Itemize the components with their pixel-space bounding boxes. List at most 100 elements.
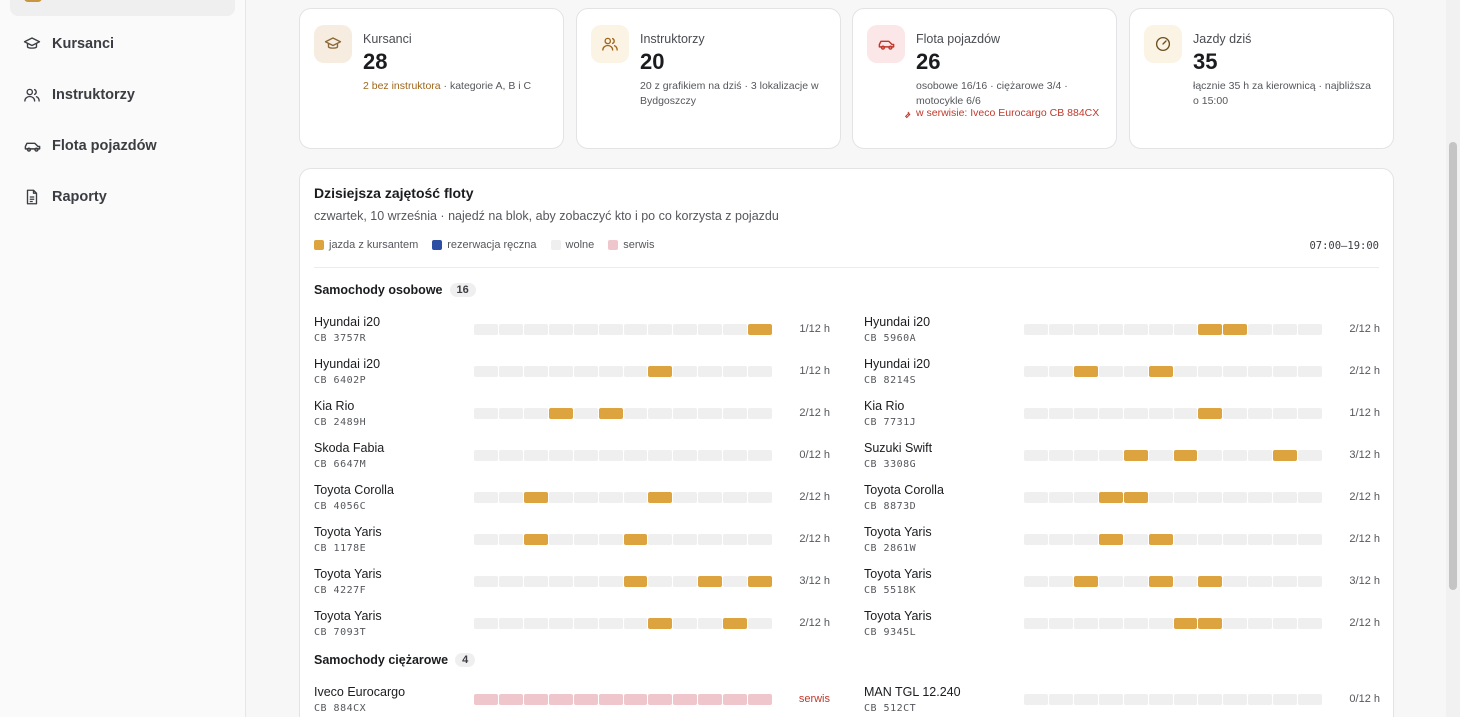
- vehicle-row[interactable]: Hyundai i20 CB 6402P 1/12 h: [314, 357, 834, 393]
- service-warning-text: w serwisie: Iveco Eurocargo CB 884CX: [916, 107, 1100, 119]
- scrollbar-thumb[interactable]: [1449, 142, 1457, 590]
- timeline-slot-lesson[interactable]: [648, 492, 673, 503]
- stat-card-instruktorzy[interactable]: Instruktorzy 20 20 z grafikiem na dziś ·…: [576, 8, 841, 149]
- sidebar-item-flota[interactable]: Flota pojazdów: [10, 127, 235, 165]
- timeline-slot-lesson[interactable]: [1198, 576, 1223, 587]
- timeline-slot-lesson[interactable]: [748, 324, 773, 335]
- timeline-slot-lesson[interactable]: [1273, 450, 1298, 461]
- timeline-slot-free: [1123, 534, 1148, 545]
- timeline-slot-free: [1248, 576, 1273, 587]
- timeline-slot-lesson[interactable]: [1148, 366, 1173, 377]
- timeline-slot-lesson[interactable]: [723, 618, 748, 629]
- timeline-slot-free: [523, 324, 548, 335]
- users-icon: [22, 85, 42, 105]
- stat-card-kursanci[interactable]: Kursanci 28 2 bez instruktora · kategori…: [299, 8, 564, 149]
- occupancy-timeline: [474, 324, 773, 335]
- sidebar-item-label: Kursanci: [52, 36, 115, 52]
- timeline-slot-free: [1048, 576, 1073, 587]
- timeline-slot-free: [1198, 450, 1223, 461]
- vehicle-row[interactable]: Toyota Yaris CB 4227F 3/12 h: [314, 567, 834, 603]
- vehicle-name: MAN TGL 12.240: [864, 685, 961, 699]
- vehicle-row[interactable]: Hyundai i20 CB 3757R 1/12 h: [314, 315, 834, 351]
- vehicle-plate: CB 6647M: [314, 459, 367, 470]
- scrollbar[interactable]: [1446, 0, 1460, 717]
- vehicle-row[interactable]: Toyota Corolla CB 8873D 2/12 h: [864, 483, 1384, 519]
- timeline-slot-free: [1248, 324, 1273, 335]
- vehicle-plate: CB 2489H: [314, 417, 367, 428]
- timeline-slot-lesson[interactable]: [1098, 534, 1123, 545]
- timeline-slot-lesson[interactable]: [1198, 324, 1223, 335]
- timeline-slot-lesson[interactable]: [1198, 408, 1223, 419]
- stat-card-flota[interactable]: Flota pojazdów 26 osobowe 16/16 · ciężar…: [852, 8, 1117, 149]
- sidebar-item-active[interactable]: [10, 0, 235, 16]
- timeline-slot-free: [1273, 576, 1298, 587]
- timeline-slot-lesson[interactable]: [523, 534, 548, 545]
- timeline-slot-lesson[interactable]: [648, 366, 673, 377]
- legend: jazda z kursantem rezerwacja ręczna wolne s…: [314, 239, 668, 251]
- vehicle-row[interactable]: Kia Rio CB 7731J 1/12 h: [864, 399, 1384, 435]
- sidebar-item-kursanci[interactable]: Kursanci: [10, 25, 235, 63]
- timeline-slot-service[interactable]: [474, 694, 498, 705]
- timeline-slot-lesson[interactable]: [1073, 366, 1098, 377]
- vehicle-row[interactable]: Iveco Eurocargo CB 884CX serwis: [314, 685, 834, 717]
- timeline-slot-free: [698, 618, 723, 629]
- timeline-slot-lesson[interactable]: [1073, 576, 1098, 587]
- stat-label: Flota pojazdów: [916, 32, 1001, 46]
- timeline-slot-lesson[interactable]: [1223, 324, 1248, 335]
- timeline-slot-lesson[interactable]: [748, 576, 773, 587]
- timeline-slot-lesson[interactable]: [623, 576, 648, 587]
- timeline-slot-lesson[interactable]: [698, 576, 723, 587]
- timeline-slot-service[interactable]: [673, 694, 698, 705]
- sidebar-item-raporty[interactable]: Raporty: [10, 178, 235, 216]
- timeline-slot-service[interactable]: [598, 694, 623, 705]
- timeline-slot-free: [723, 492, 748, 503]
- timeline-slot-service[interactable]: [698, 694, 723, 705]
- vehicle-row[interactable]: Toyota Corolla CB 4056C 2/12 h: [314, 483, 834, 519]
- timeline-slot-free: [748, 408, 773, 419]
- timeline-slot-lesson[interactable]: [1198, 618, 1223, 629]
- vehicle-row[interactable]: Toyota Yaris CB 5518K 3/12 h: [864, 567, 1384, 603]
- timeline-slot-service[interactable]: [623, 694, 648, 705]
- vehicle-row[interactable]: Hyundai i20 CB 8214S 2/12 h: [864, 357, 1384, 393]
- vehicle-row[interactable]: Toyota Yaris CB 2861W 2/12 h: [864, 525, 1384, 561]
- vehicle-row[interactable]: Toyota Yaris CB 9345L 2/12 h: [864, 609, 1384, 645]
- timeline-slot-lesson[interactable]: [548, 408, 573, 419]
- timeline-slot-lesson[interactable]: [1123, 492, 1148, 503]
- timeline-slot-service[interactable]: [748, 694, 773, 705]
- timeline-slot-lesson[interactable]: [1123, 450, 1148, 461]
- legend-swatch: [608, 240, 619, 250]
- timeline-slot-free: [1273, 408, 1298, 419]
- timeline-slot-free: [723, 576, 748, 587]
- timeline-slot-lesson[interactable]: [1098, 492, 1123, 503]
- timeline-slot-free: [548, 450, 573, 461]
- stat-card-jazdy[interactable]: Jazdy dziś 35 łącznie 35 h za kierownicą…: [1129, 8, 1394, 149]
- timeline-slot-lesson[interactable]: [598, 408, 623, 419]
- timeline-slot-free: [523, 408, 548, 419]
- timeline-slot-free: [1298, 408, 1323, 419]
- timeline-slot-service[interactable]: [648, 694, 673, 705]
- timeline-slot-lesson[interactable]: [648, 618, 673, 629]
- timeline-slot-lesson[interactable]: [1173, 618, 1198, 629]
- timeline-slot-lesson[interactable]: [523, 492, 548, 503]
- timeline-slot-lesson[interactable]: [1148, 534, 1173, 545]
- vehicle-row[interactable]: Kia Rio CB 2489H 2/12 h: [314, 399, 834, 435]
- vehicle-row[interactable]: MAN TGL 12.240 CB 512CT 0/12 h: [864, 685, 1384, 717]
- timeline-slot-lesson[interactable]: [1148, 576, 1173, 587]
- timeline-slot-service[interactable]: [523, 694, 548, 705]
- timeline-slot-lesson[interactable]: [623, 534, 648, 545]
- timeline-slot-free: [748, 366, 773, 377]
- timeline-slot-service[interactable]: [723, 694, 748, 705]
- vehicle-plate: CB 7093T: [314, 627, 367, 638]
- vehicle-row[interactable]: Suzuki Swift CB 3308G 3/12 h: [864, 441, 1384, 477]
- timeline-slot-lesson[interactable]: [1173, 450, 1198, 461]
- vehicle-row[interactable]: Toyota Yaris CB 7093T 2/12 h: [314, 609, 834, 645]
- timeline-slot-service[interactable]: [573, 694, 598, 705]
- timeline-slot-free: [1148, 450, 1173, 461]
- vehicle-row[interactable]: Toyota Yaris CB 1178E 2/12 h: [314, 525, 834, 561]
- vehicle-row[interactable]: Skoda Fabia CB 6647M 0/12 h: [314, 441, 834, 477]
- sidebar-item-instruktorzy[interactable]: Instruktorzy: [10, 76, 235, 114]
- timeline-slot-service[interactable]: [548, 694, 573, 705]
- timeline-slot-service[interactable]: [498, 694, 523, 705]
- vehicle-row[interactable]: Hyundai i20 CB 5960A 2/12 h: [864, 315, 1384, 351]
- timeline-slot-free: [1024, 534, 1048, 545]
